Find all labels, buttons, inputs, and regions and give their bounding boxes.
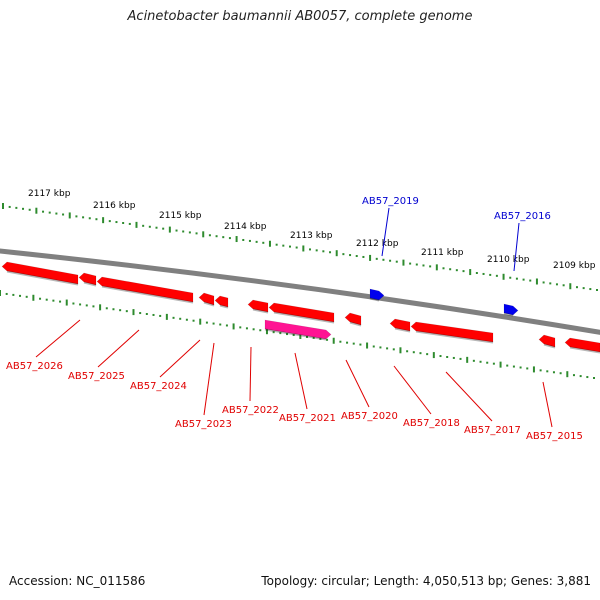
accession-text: Accession: NC_011586 [9,574,146,588]
gene-label[interactable]: AB57_2023 [175,419,232,430]
gene-label-leader-line [513,222,520,272]
gene-label[interactable]: AB57_2021 [279,413,336,424]
gene-AB57_2024[interactable] [198,292,215,307]
gene-AB57_2016[interactable] [503,303,519,317]
gene-label[interactable]: AB57_2025 [68,371,125,382]
gene-AB57_2014-partial[interactable] [564,337,600,354]
inner-scale-track [0,290,595,379]
gene-AB57_2020[interactable] [344,312,362,327]
genome-title: Acinetobacter baumannii AB0057, complete… [127,9,473,24]
scale-tick-label: 2111 kbp [421,248,464,258]
gene-labels: AB57_2019 AB57_2016 AB57_2026 AB57_2025 AB57… [6,196,583,442]
gene-label-leader-line [345,359,370,408]
gene-AB57_2023[interactable] [214,295,229,309]
genome-summary-text: Topology: circular; Length: 4,050,513 bp… [261,574,591,588]
gene-label-leader-line [159,339,201,378]
scale-tick-label: 2110 kbp [487,255,530,265]
gene-label[interactable]: AB57_2020 [341,411,398,422]
scale-tick-label: 2116 kbp [93,201,136,211]
scale-tick-label: 2113 kbp [290,231,333,241]
gene-label[interactable]: AB57_2017 [464,425,521,436]
gene-label-leader-line [249,346,252,402]
gene-label-leader-line [445,371,493,422]
gene-label-leader-line [97,329,140,368]
gene-track [1,261,600,354]
scale-tick-label: 2109 kbp [553,261,596,271]
gene-AB57_2018[interactable] [389,318,411,333]
gene-AB57_2025[interactable] [96,276,194,304]
genome-backbone [0,248,600,335]
gene-label-leader-line [294,352,308,410]
gene-label-leader-line [35,319,81,358]
gene-label[interactable]: AB57_2015 [526,431,583,442]
gene-AB57_2025-part[interactable] [78,272,97,287]
scale-tick-label: 2112 kbp [356,239,399,249]
gene-label[interactable]: AB57_2019 [362,196,419,207]
gene-label-leader-line [393,365,432,415]
gene-label[interactable]: AB57_2016 [494,211,551,222]
gene-label[interactable]: AB57_2018 [403,418,460,429]
scale-labels: 2117 kbp 2116 kbp 2115 kbp 2114 kbp 2113 kbp… [28,189,596,271]
gene-label-leader-line [203,342,215,416]
gene-label[interactable]: AB57_2022 [222,405,279,416]
gene-label-leader-line [542,381,553,428]
gene-AB57_2017[interactable] [410,321,494,344]
gene-AB57_2021-highlight[interactable] [264,319,332,341]
scale-tick-label: 2117 kbp [28,189,71,199]
gene-AB57_2015[interactable] [538,334,556,349]
gene-AB57_2026[interactable] [1,261,79,286]
gene-label[interactable]: AB57_2026 [6,361,63,372]
gene-AB57_2019[interactable] [369,288,385,302]
scale-tick-label: 2115 kbp [159,211,202,221]
gene-AB57_2021[interactable] [268,302,335,324]
scale-tick-label: 2114 kbp [224,222,267,232]
gene-label[interactable]: AB57_2024 [130,381,187,392]
gene-label-leader-line [381,207,390,257]
gene-AB57_2022[interactable] [247,299,269,314]
outer-scale-track [2,203,598,291]
